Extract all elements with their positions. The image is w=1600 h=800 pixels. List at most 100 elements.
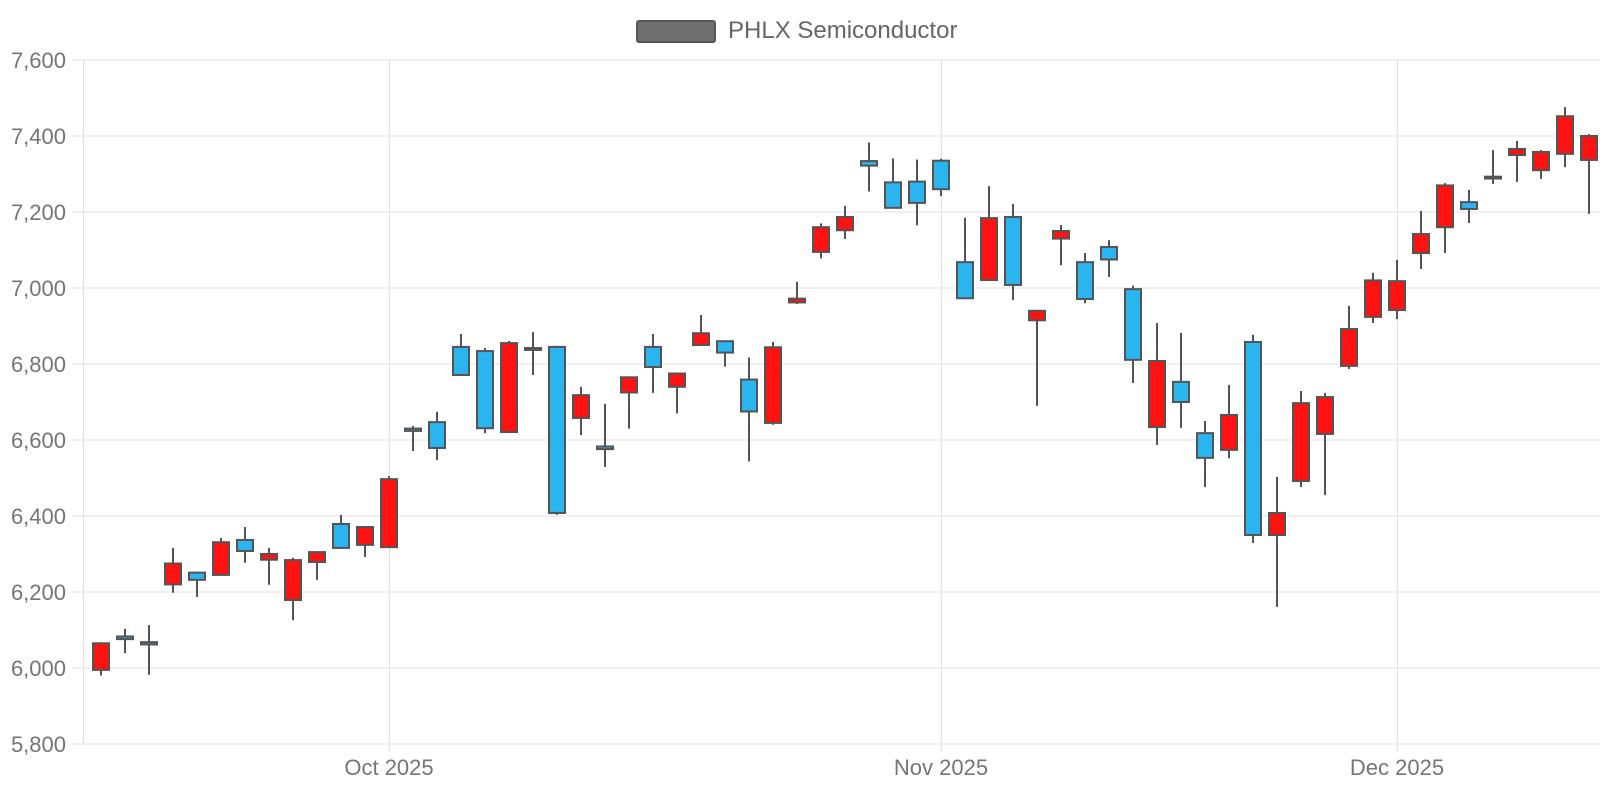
candle-body-up — [116, 635, 134, 641]
candle-48 — [1220, 384, 1238, 459]
candle-body-down — [356, 526, 374, 546]
candle-46 — [1172, 332, 1190, 428]
candle-body-up — [236, 538, 254, 552]
candle-body-up — [1196, 432, 1214, 459]
candle-body-down — [1556, 115, 1574, 155]
y-axis-label: 6,800 — [11, 352, 66, 377]
y-axis-label: 7,600 — [11, 48, 66, 73]
candle-body-down — [1580, 135, 1598, 161]
candle-body-down — [284, 559, 302, 601]
candle-body-down — [764, 346, 782, 424]
candle-39 — [1004, 204, 1022, 301]
candle-body-up — [644, 345, 662, 369]
candle-body-up — [716, 340, 734, 354]
legend-marker — [636, 19, 716, 43]
candle-body-up — [1244, 340, 1262, 536]
candle-25 — [668, 372, 686, 414]
candle-28 — [740, 357, 758, 462]
candle-body-down — [1388, 280, 1406, 312]
candle-body-up — [476, 350, 494, 430]
candle-body-down — [1292, 402, 1310, 483]
candle-body-up — [140, 641, 158, 646]
candle-30 — [788, 281, 806, 304]
candle-58 — [1460, 189, 1478, 224]
candle-body-up — [908, 180, 926, 204]
candle-body-up — [1076, 261, 1094, 301]
candle-7 — [236, 527, 254, 563]
candle-43 — [1100, 240, 1118, 277]
y-axis-label: 5,800 — [11, 732, 66, 757]
candle-body-down — [1436, 184, 1454, 229]
candle-body-down — [92, 642, 110, 671]
candle-10 — [308, 551, 326, 580]
candle-21 — [572, 386, 590, 436]
candle-40 — [1028, 309, 1046, 406]
candle-5 — [188, 571, 206, 597]
candle-body-down — [1052, 230, 1070, 240]
candle-19 — [524, 332, 542, 376]
candle-4 — [164, 547, 182, 593]
candle-body-down — [692, 332, 710, 347]
candle-body-down — [1412, 233, 1430, 255]
candle-body-down — [572, 394, 590, 419]
candle-24 — [644, 333, 662, 393]
candle-body-down — [788, 297, 806, 304]
x-axis-label: Dec 2025 — [1350, 755, 1444, 780]
candle-body-up — [932, 159, 950, 191]
candle-body-up — [1484, 175, 1502, 180]
y-axis-label: 6,000 — [11, 656, 66, 681]
candle-47 — [1196, 421, 1214, 488]
candle-55 — [1388, 259, 1406, 320]
candle-body-down — [1148, 359, 1166, 429]
candle-63 — [1580, 134, 1598, 214]
candle-38 — [980, 186, 998, 282]
candle-35 — [908, 159, 926, 226]
candle-44 — [1124, 285, 1142, 383]
candle-body-down — [308, 551, 326, 563]
candle-body-down — [500, 342, 518, 434]
y-axis-label: 6,600 — [11, 428, 66, 453]
candle-36 — [932, 158, 950, 197]
candle-body-up — [404, 427, 422, 432]
candle-body-up — [548, 345, 566, 514]
candle-body-down — [812, 226, 830, 253]
candle-14 — [404, 425, 422, 452]
candle-body-down — [380, 478, 398, 549]
y-axis-label: 6,200 — [11, 580, 66, 605]
candle-body-down — [1364, 279, 1382, 318]
candle-15 — [428, 411, 446, 461]
candle-49 — [1244, 334, 1262, 543]
candle-22 — [596, 403, 614, 467]
candle-16 — [452, 333, 470, 377]
candle-1 — [92, 642, 110, 676]
candle-60 — [1508, 140, 1526, 182]
candle-18 — [500, 340, 518, 434]
candle-37 — [956, 217, 974, 300]
candle-body-down — [1028, 309, 1046, 322]
y-axis-label: 6,400 — [11, 504, 66, 529]
candle-62 — [1556, 107, 1574, 168]
candle-body-up — [860, 160, 878, 167]
candle-body-up — [524, 347, 542, 351]
candle-29 — [764, 341, 782, 425]
candle-12 — [356, 526, 374, 558]
candle-body-down — [1316, 396, 1334, 435]
candle-41 — [1052, 224, 1070, 266]
candle-51 — [1292, 390, 1310, 488]
candle-body-up — [428, 421, 446, 449]
candle-body-up — [188, 571, 206, 581]
candle-3 — [140, 625, 158, 675]
candle-2 — [116, 628, 134, 654]
candle-body-down — [1220, 413, 1238, 451]
legend[interactable]: PHLX Semiconductor — [636, 17, 957, 45]
candle-54 — [1364, 272, 1382, 323]
x-axis-label: Nov 2025 — [894, 755, 988, 780]
y-axis-label: 7,400 — [11, 124, 66, 149]
candle-32 — [836, 205, 854, 239]
candle-body-up — [1460, 201, 1478, 210]
candle-13 — [380, 476, 398, 549]
candle-33 — [860, 142, 878, 192]
candle-body-down — [980, 217, 998, 282]
candle-56 — [1412, 210, 1430, 269]
